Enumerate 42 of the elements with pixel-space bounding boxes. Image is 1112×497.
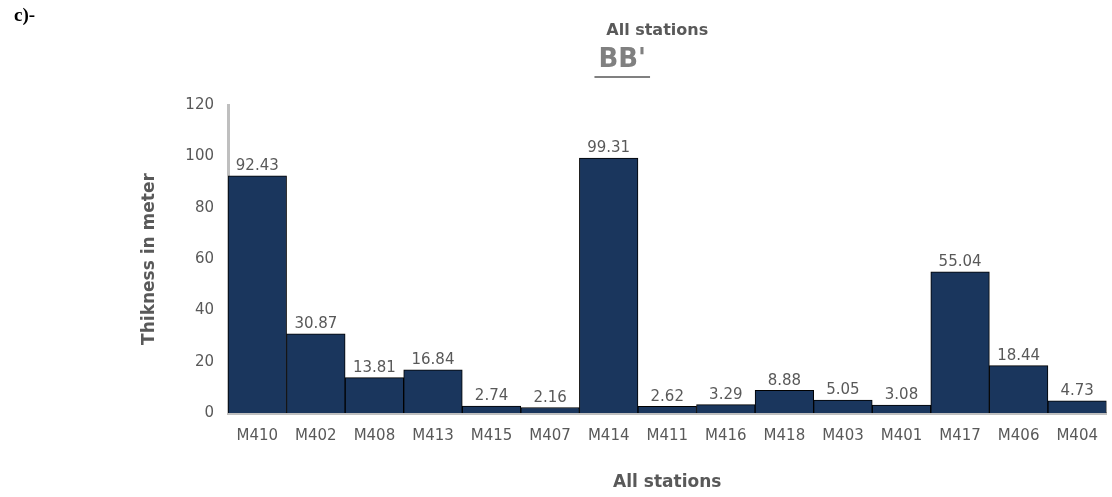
data-label: 5.05 [826, 380, 860, 399]
data-label: 18.44 [997, 346, 1041, 365]
chart-title: All stations [606, 20, 709, 40]
data-label: 2.16 [533, 387, 567, 406]
x-tick-label: M404 [1056, 425, 1098, 444]
x-tick-label: M414 [587, 425, 630, 444]
x-tick-label: M401 [880, 425, 923, 444]
x-tick-label: M403 [822, 425, 864, 444]
data-label: 13.81 [352, 357, 396, 376]
data-label: 55.04 [938, 252, 982, 271]
data-label: 3.29 [709, 384, 743, 403]
data-label: 8.88 [767, 370, 802, 389]
y-tick-label: 100 [185, 146, 214, 165]
y-tick-label: 120 [185, 94, 214, 113]
chart-subtitle: BB' [598, 42, 647, 73]
x-tick-label: M415 [470, 425, 513, 444]
x-tick-label: M411 [646, 425, 689, 444]
y-tick-label: 0 [204, 402, 214, 421]
x-tick-label: M410 [236, 425, 279, 444]
y-axis-title: Thikness in meter [137, 172, 158, 345]
x-tick-label: M416 [705, 425, 747, 444]
x-tick-label: M407 [529, 425, 571, 444]
data-label: 16.84 [411, 350, 455, 369]
y-tick-label: 80 [194, 197, 214, 216]
x-tick-label: M418 [763, 425, 806, 444]
x-tick-label: M417 [939, 425, 981, 444]
y-tick-label: 20 [194, 351, 214, 370]
data-label: 2.74 [474, 386, 509, 405]
x-tick-label: M402 [295, 425, 337, 444]
data-label: 92.43 [235, 156, 279, 175]
data-label: 99.31 [587, 138, 631, 157]
data-label: 2.62 [650, 386, 684, 405]
data-label: 30.87 [294, 314, 338, 333]
x-tick-label: M406 [997, 425, 1040, 444]
x-tick-label: M413 [412, 425, 454, 444]
text: c)- [14, 4, 36, 26]
y-tick-label: 60 [194, 248, 214, 267]
data-label: 3.08 [884, 385, 919, 404]
y-tick-label: 40 [194, 300, 214, 319]
x-tick-label: M408 [353, 425, 396, 444]
data-label: 4.73 [1060, 381, 1094, 400]
x-axis-title: All stations [613, 471, 722, 492]
